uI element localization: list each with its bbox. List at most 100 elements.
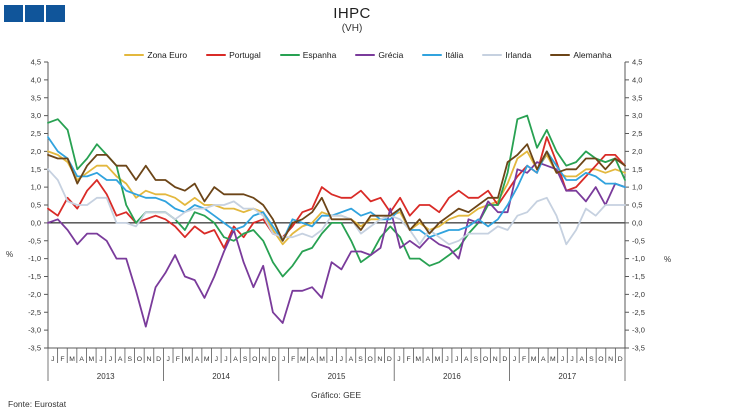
y-axis-title-left: % [6,250,13,259]
month-label: A [118,356,123,363]
year-label: 2014 [212,372,230,381]
y-tick-label-left: 4,0 [31,75,41,84]
month-label: A [310,356,315,363]
y-tick-label-left: -3,5 [28,344,41,353]
y-tick-label-right: 4,5 [632,58,642,67]
month-label: J [561,356,564,363]
month-label: F [291,356,295,363]
legend: Zona Euro Portugal Espanha Grécia Itália Irla… [0,50,736,60]
legend-label: Zona Euro [147,50,188,60]
legend-item-italia: Itália [422,50,463,60]
month-label: O [483,356,488,363]
month-label: M [88,356,94,363]
y-tick-label-right: -2,5 [632,308,645,317]
y-tick-label-right: -0,5 [632,236,645,245]
y-tick-label-left: 0,0 [31,218,41,227]
month-label: F [176,356,180,363]
y-tick-label-right: -3,0 [632,326,645,335]
month-label: D [272,356,277,363]
page-subtitle: (VH) [341,23,363,34]
month-label: M [319,356,325,363]
y-tick-label-right: 3,0 [632,111,642,120]
month-label: J [99,356,102,363]
month-label: A [349,356,354,363]
month-label: S [474,356,479,363]
y-tick-label-left: -0,5 [28,236,41,245]
y-tick-label-left: -1,0 [28,254,41,263]
y-tick-label-right: 2,5 [632,129,642,138]
month-label: A [579,356,584,363]
y-tick-label-left: 4,5 [31,58,41,67]
legend-label: Espanha [302,50,337,60]
month-label: D [387,356,392,363]
y-tick-label-right: 3,5 [632,93,642,102]
legend-item-espanha: Espanha [279,50,337,60]
series-line-italia [47,136,626,242]
y-tick-label-left: -2,5 [28,308,41,317]
legend-swatch-alemanha [550,53,571,57]
legend-label: Alemanha [573,50,612,60]
y-tick-label-left: 0,5 [31,201,41,210]
month-label: M [531,356,537,363]
month-label: J [282,356,285,363]
logo-square [25,5,44,22]
month-label: S [589,356,594,363]
month-label: A [195,356,200,363]
y-tick-label-left: 2,0 [31,147,41,156]
legend-swatch-irlanda [482,53,503,57]
month-label: J [570,356,573,363]
year-label: 2013 [97,372,115,381]
y-tick-label-right: 4,0 [632,75,642,84]
month-label: F [60,356,64,363]
month-label: A [541,356,546,363]
y-tick-label-right: -1,5 [632,272,645,281]
month-label: J [455,356,458,363]
month-label: J [224,356,227,363]
month-label: J [397,356,400,363]
month-label: J [51,356,54,363]
page-title: IHPC [333,5,371,22]
series-line-alemanha [47,143,626,242]
month-label: J [330,356,333,363]
month-label: J [167,356,170,363]
month-label: J [513,356,516,363]
month-label: S [127,356,132,363]
month-label: M [415,356,421,363]
y-tick-label-right: -2,0 [632,290,645,299]
y-tick-label-left: 1,5 [31,165,41,174]
month-label: F [407,356,411,363]
legend-item-zona-euro: Zona Euro [124,50,187,60]
year-label: 2016 [443,372,461,381]
month-label: A [426,356,431,363]
footer-credit: Gráfico: GEE [310,390,362,400]
month-label: J [445,356,448,363]
y-tick-label-left: -2,0 [28,290,41,299]
month-label: D [502,356,507,363]
logo-square [46,5,65,22]
logo-square [4,5,23,22]
y-tick-label-left: -3,0 [28,326,41,335]
legend-label: Itália [445,50,464,60]
legend-item-grecia: Grécia [355,50,403,60]
month-label: M [69,356,75,363]
legend-item-irlanda: Irlanda [482,50,531,60]
month-label: N [377,356,382,363]
month-label: A [79,356,84,363]
month-label: A [233,356,238,363]
y-tick-label-left: 3,5 [31,93,41,102]
month-label: M [185,356,191,363]
legend-label: Irlanda [505,50,532,60]
month-label: M [300,356,306,363]
y-tick-label-left: -1,5 [28,272,41,281]
y-tick-label-right: 0,0 [632,218,642,227]
month-label: D [156,356,161,363]
series-line-portugal [47,136,626,249]
legend-swatch-grecia [355,53,376,57]
month-label: O [252,356,257,363]
month-label: M [435,356,441,363]
month-label: J [340,356,343,363]
month-label: N [147,356,152,363]
y-tick-label-right: 1,5 [632,165,642,174]
logo [4,5,65,22]
y-tick-label-right: -1,0 [632,254,645,263]
